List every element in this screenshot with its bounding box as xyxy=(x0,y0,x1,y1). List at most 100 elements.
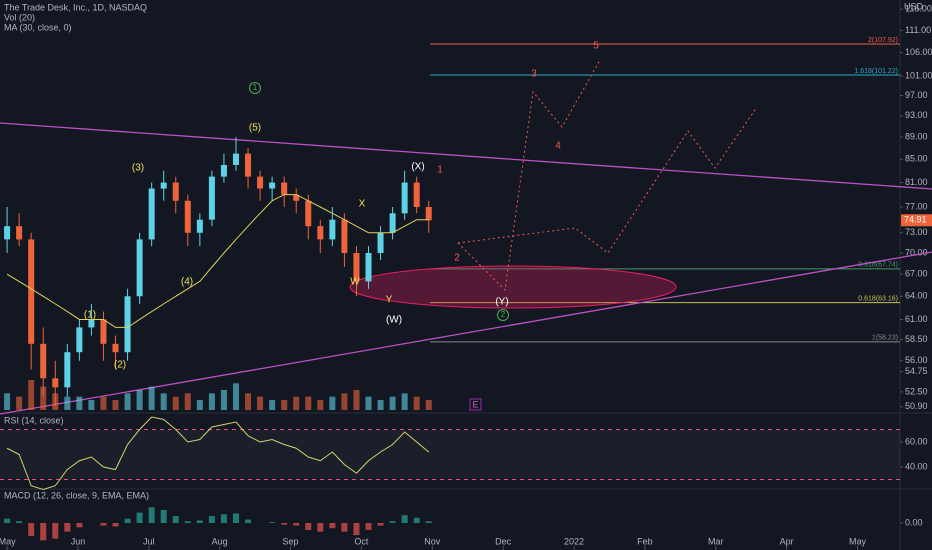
candle-body xyxy=(100,319,107,344)
last-price-box xyxy=(901,214,932,227)
fib-label: 1(58.23) xyxy=(872,335,898,342)
volume-bar xyxy=(317,400,324,410)
volume-bar xyxy=(4,393,11,410)
wave-label: 1 xyxy=(253,83,258,92)
wave-label: (2) xyxy=(114,360,126,371)
macd-bar xyxy=(353,523,360,536)
trendline xyxy=(0,122,932,190)
candle-body xyxy=(160,182,167,189)
macd-bar xyxy=(4,518,11,523)
volume-bar xyxy=(220,390,227,410)
candle-body xyxy=(329,219,336,240)
candle-body xyxy=(148,188,155,240)
wave-label: W xyxy=(350,277,360,288)
wave-label: 3 xyxy=(531,69,537,80)
macd-bar xyxy=(413,517,420,523)
volume-bar xyxy=(365,396,372,410)
wave-label: 2 xyxy=(454,253,460,264)
volume-bar xyxy=(305,396,312,410)
y-tick-label: 97.00 xyxy=(905,90,928,100)
macd-tick-label: 0.00 xyxy=(905,517,923,527)
volume-bar xyxy=(184,393,191,410)
macd-bar xyxy=(293,523,300,526)
macd-bar xyxy=(329,523,336,529)
wave-label: 1 xyxy=(437,165,443,176)
rsi-tick-label: 60.00 xyxy=(905,436,928,446)
wave-label: (3) xyxy=(132,163,144,174)
macd-bar xyxy=(389,521,396,523)
wave-label: Y xyxy=(386,295,393,306)
candle-body xyxy=(88,319,95,328)
rsi-tick-label: 40.00 xyxy=(905,461,928,471)
wave-circle xyxy=(497,309,509,321)
volume-bar xyxy=(16,396,23,410)
macd-title: MACD (12, 26, close, 9, EMA, EMA) xyxy=(4,490,149,500)
macd-bar xyxy=(184,521,191,523)
volume-bar xyxy=(293,396,300,410)
candle-body xyxy=(28,239,35,344)
candle-body xyxy=(413,182,420,207)
projection-path xyxy=(457,59,601,292)
wave-label: X xyxy=(359,199,366,210)
fib-label: 0.618(63.16) xyxy=(858,295,898,302)
wave-label: 5 xyxy=(593,41,599,52)
volume-bar xyxy=(136,390,143,410)
macd-bar xyxy=(317,523,324,532)
rsi-band-fill xyxy=(0,430,900,480)
currency: USD xyxy=(904,1,924,11)
wave-label: (5) xyxy=(249,123,261,134)
x-tick-label: Jul xyxy=(143,536,155,546)
earnings-badge-box xyxy=(469,398,482,411)
candle-body xyxy=(112,343,119,353)
candle-body xyxy=(281,182,288,195)
candle-body xyxy=(208,176,215,220)
fib-label: 1.618(101.22) xyxy=(854,68,898,75)
volume-title: Vol (20) xyxy=(4,12,35,22)
y-tick-label: 116.00 xyxy=(905,4,932,14)
macd-bar xyxy=(196,520,203,523)
candle-body xyxy=(401,182,408,214)
earnings-badge: E xyxy=(472,399,478,409)
volume-bar xyxy=(100,396,107,410)
wave-label: (Y) xyxy=(495,297,508,308)
y-tick-label: 77.00 xyxy=(905,201,928,211)
x-tick-label: Dec xyxy=(495,536,512,546)
macd-bar xyxy=(377,523,384,526)
wave-label: (W) xyxy=(386,315,402,326)
candle-body xyxy=(425,206,432,221)
candle-body xyxy=(257,176,264,189)
y-tick-label: 52.50 xyxy=(905,386,928,396)
y-tick-label: 93.00 xyxy=(905,110,928,120)
volume-bar xyxy=(401,393,408,410)
candle-body xyxy=(184,200,191,233)
volume-bar xyxy=(124,393,131,410)
macd-bar xyxy=(76,523,83,528)
macd-bar xyxy=(148,507,155,523)
candle-body xyxy=(245,153,252,177)
rsi-line xyxy=(6,416,430,491)
candle-body xyxy=(4,226,11,240)
fib-label: 0.618(67.74) xyxy=(858,262,898,269)
x-tick-label: May xyxy=(0,536,16,546)
volume-bar xyxy=(40,386,47,410)
macd-bar xyxy=(269,522,276,523)
y-tick-label: 111.00 xyxy=(905,25,931,35)
y-tick-label: 70.00 xyxy=(905,247,928,257)
macd-bar xyxy=(365,523,372,530)
volume-bar xyxy=(232,383,239,410)
macd-bar xyxy=(401,515,408,523)
x-tick-label: Oct xyxy=(354,536,369,546)
candle-body xyxy=(76,327,83,353)
candle-body xyxy=(305,200,312,227)
y-tick-label: 56.00 xyxy=(905,355,928,365)
x-tick-label: Aug xyxy=(212,536,228,546)
y-tick-label: 73.00 xyxy=(905,227,928,237)
candle-body xyxy=(232,153,239,165)
volume-bar xyxy=(257,396,264,410)
x-tick-label: May xyxy=(849,536,867,546)
candle-body xyxy=(52,378,59,388)
y-tick-label: 58.50 xyxy=(905,334,928,344)
macd-bar xyxy=(245,519,252,523)
macd-bar xyxy=(124,518,131,523)
